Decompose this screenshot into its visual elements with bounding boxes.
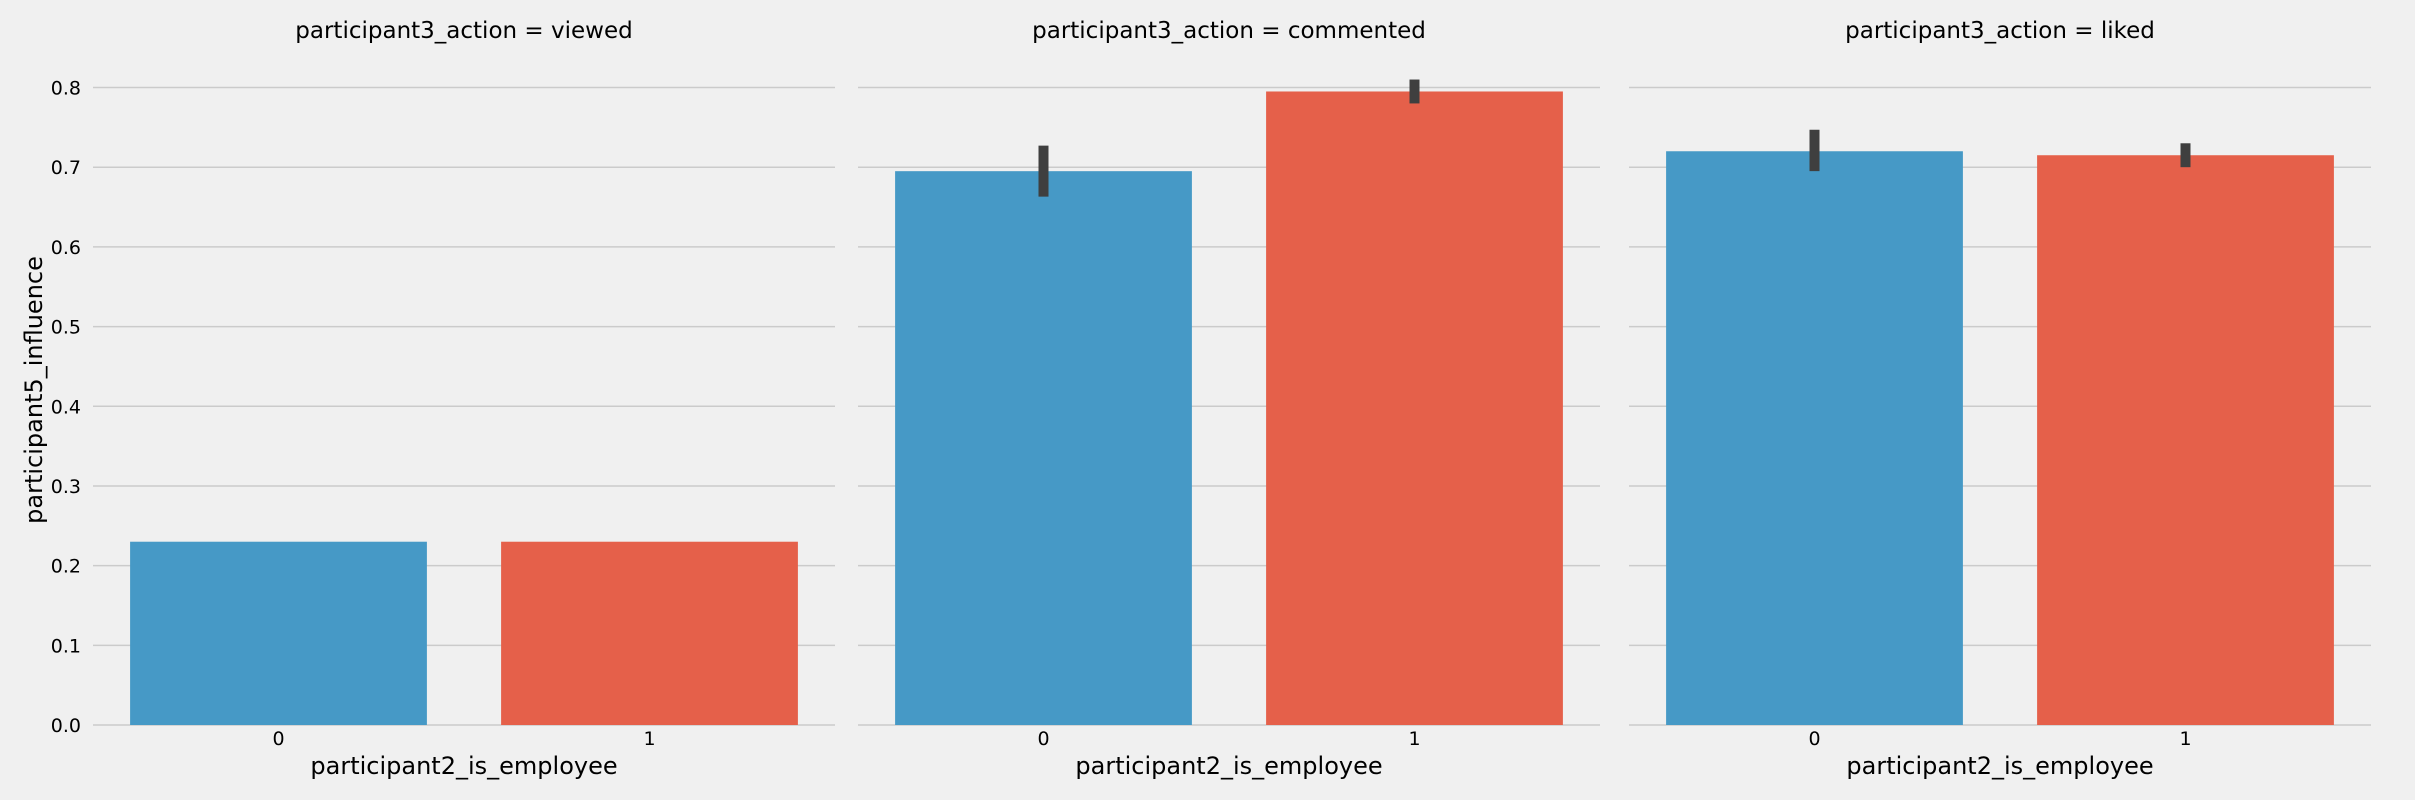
y-tick-label: 0.5 bbox=[51, 317, 81, 339]
panel-1: 0.0 0.1 0.2 0.3 0.4 0.5 0.6 0.7 0.8 0 1 participant… bbox=[51, 18, 835, 780]
y-tick-label: 0.2 bbox=[51, 556, 81, 578]
x-axis-label: participant2_is_employee bbox=[310, 752, 617, 780]
bar-1 bbox=[2037, 155, 2334, 725]
x-axis-label: participant2_is_employee bbox=[1846, 752, 2153, 780]
x-tick-label: 0 bbox=[272, 728, 284, 750]
y-tick-label: 0.3 bbox=[51, 476, 81, 498]
y-tick-label: 0.0 bbox=[51, 715, 81, 737]
bar-1 bbox=[1266, 91, 1563, 725]
panel-title: participant3_action = commented bbox=[1032, 18, 1426, 44]
x-tick-label: 1 bbox=[643, 728, 655, 750]
bar-0 bbox=[1666, 151, 1963, 725]
y-tick-label: 0.1 bbox=[51, 635, 81, 657]
bar-0 bbox=[130, 541, 427, 725]
x-axis-label: participant2_is_employee bbox=[1075, 752, 1382, 780]
x-tick-label: 0 bbox=[1808, 728, 1820, 750]
bar-1 bbox=[501, 541, 798, 725]
x-tick-label: 0 bbox=[1037, 728, 1049, 750]
x-tick-label: 1 bbox=[2179, 728, 2191, 750]
y-tick-label: 0.8 bbox=[51, 78, 81, 100]
panel-3: 0 1 participant3_action = liked participant… bbox=[1629, 18, 2371, 780]
panel-title: participant3_action = viewed bbox=[295, 18, 632, 44]
bar-0 bbox=[895, 171, 1192, 725]
panel-2: 0 1 participant3_action = commented partici… bbox=[858, 18, 1600, 780]
y-tick-label: 0.4 bbox=[51, 396, 81, 418]
x-tick-label: 1 bbox=[1408, 728, 1420, 750]
y-tick-label: 0.7 bbox=[51, 157, 81, 179]
y-axis-label: participant5_influence bbox=[20, 256, 48, 524]
panel-title: participant3_action = liked bbox=[1845, 18, 2155, 44]
y-tick-label: 0.6 bbox=[51, 237, 81, 259]
panels: 0.0 0.1 0.2 0.3 0.4 0.5 0.6 0.7 0.8 0 1 participant… bbox=[51, 18, 2371, 780]
